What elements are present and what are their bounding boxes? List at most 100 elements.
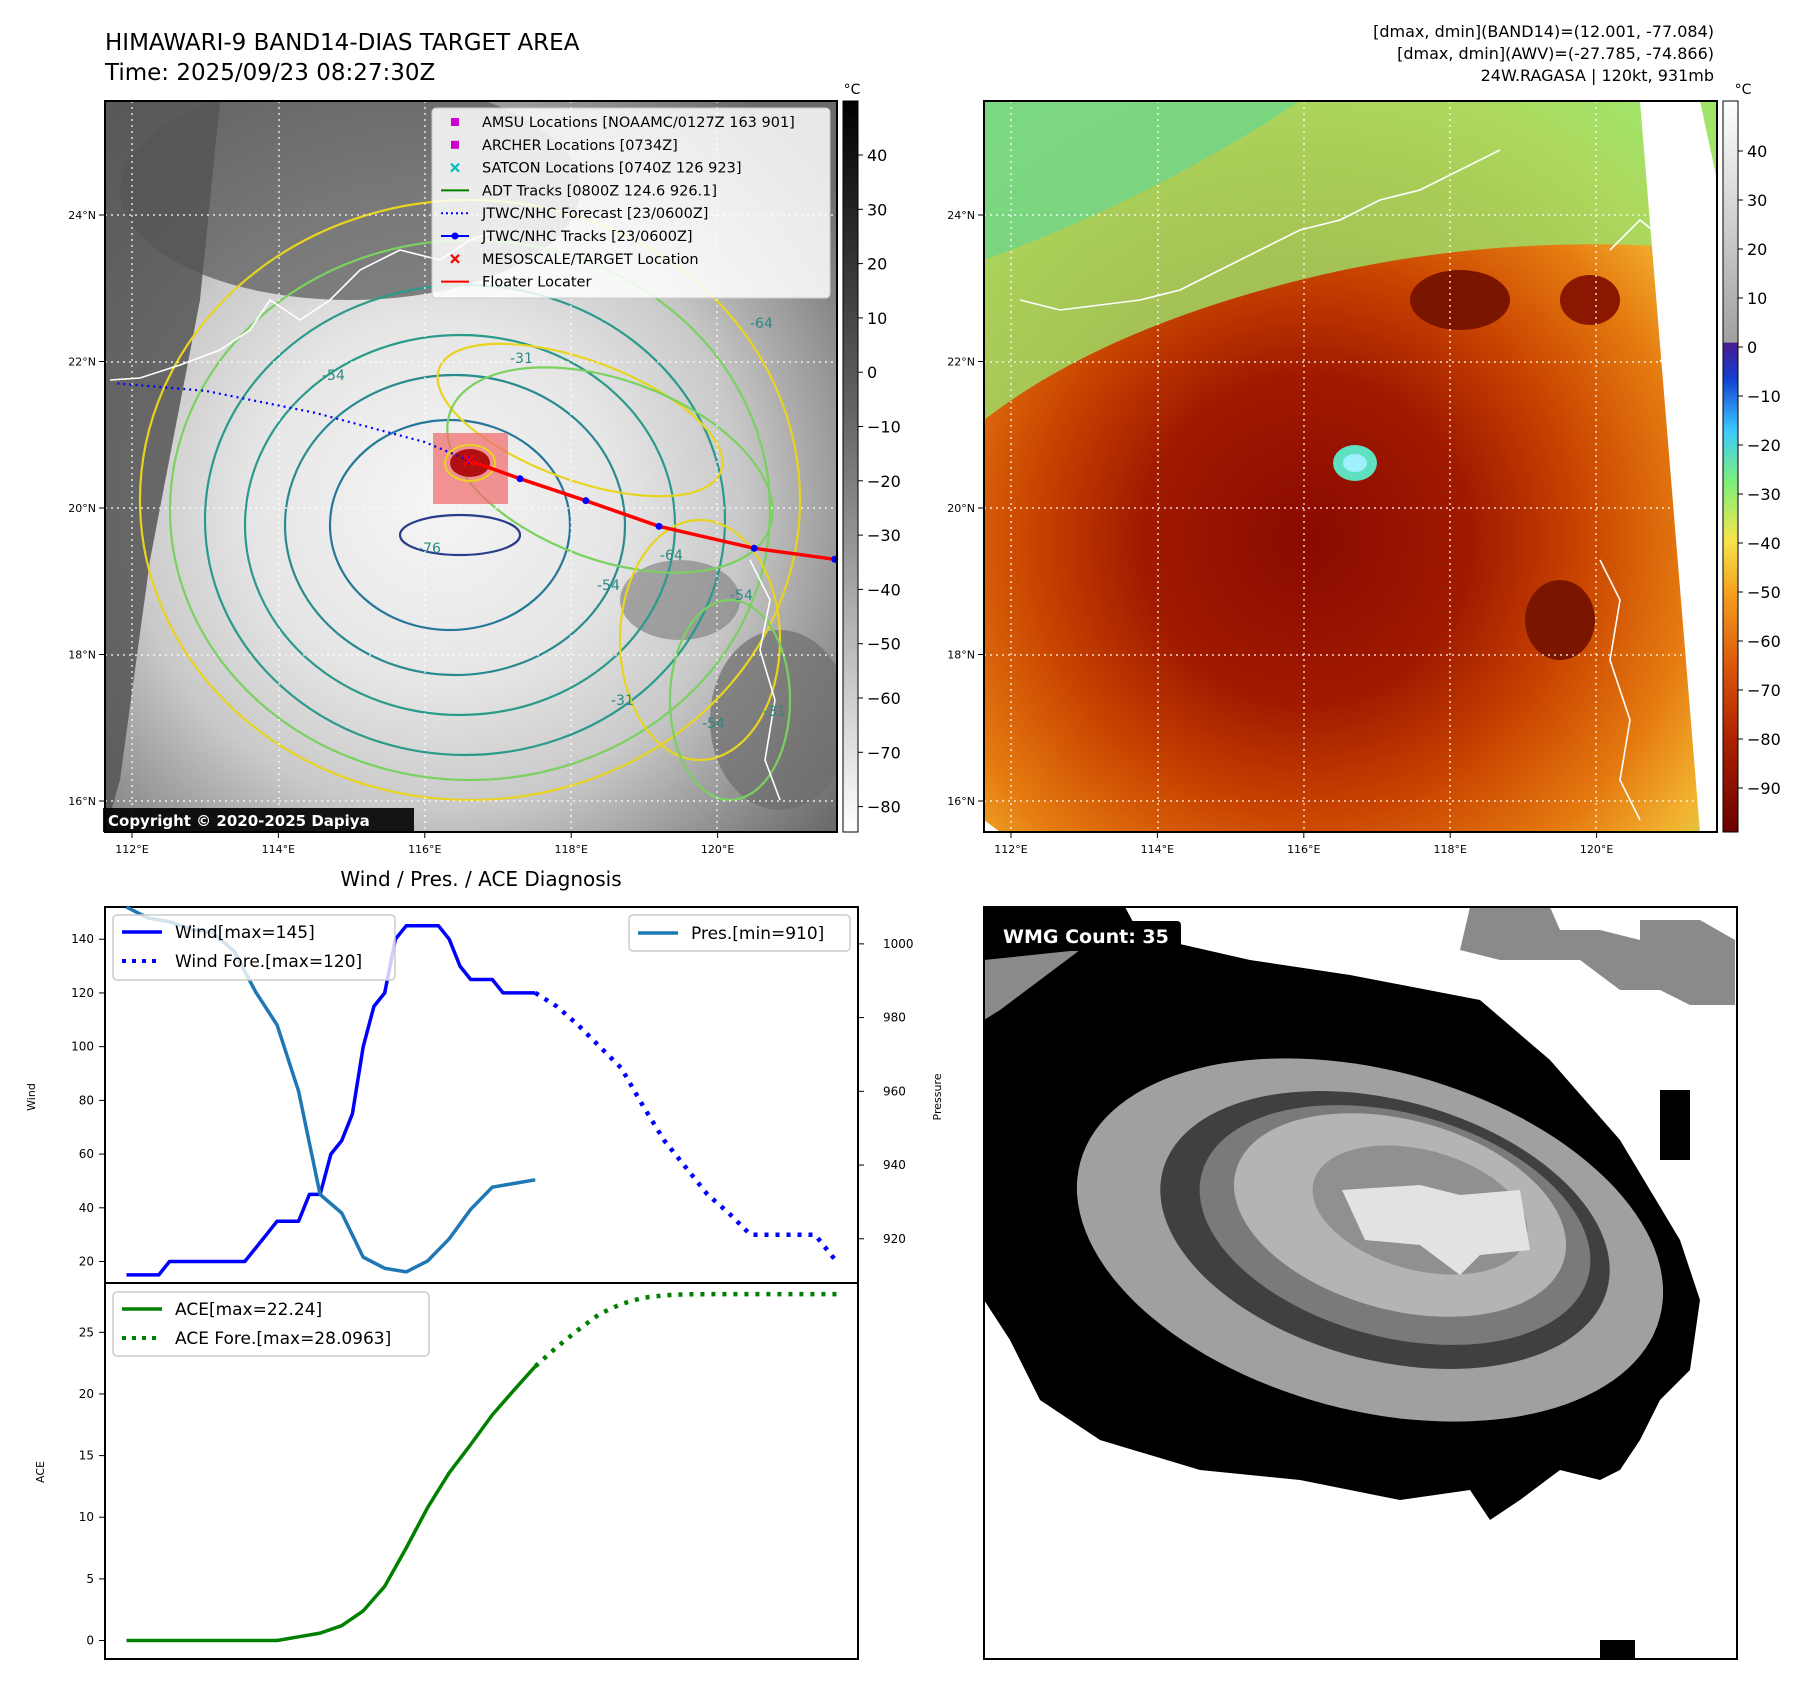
colorbar-tick-label: −70 [1747,681,1781,700]
lon-tick-label: 118°E [554,843,587,856]
legend-entry-label: Floater Locater [482,275,591,291]
axis-tick-label: 10 [79,1510,94,1524]
colorbar-tick-label: 30 [1747,191,1767,210]
awv-map-gridlines [984,101,1717,832]
contour-label: -54 [597,578,620,594]
colorbar-tick-label: −70 [867,743,901,762]
legend-entry-label: ADT Tracks [0800Z 124.6 926.1] [482,183,717,199]
lon-tick-label: 116°E [1287,843,1320,856]
colorbar-tick-label: −20 [867,472,901,491]
colorbar-tick-label: 20 [867,255,887,274]
diagnosis-panel: Wind / Pres. / ACE Diagnosis 14012010080… [25,867,944,1660]
lon-tick-label: 112°E [115,843,148,856]
lat-tick-label: 16°N [947,795,975,808]
axis-tick-label: 980 [883,1011,906,1025]
colorbar-tick-label: −40 [867,580,901,599]
awv-map-frame [983,100,1718,833]
colorbar-tick-label: 40 [1747,142,1767,161]
legend-entry-label: JTWC/NHC Forecast [23/0600Z] [481,206,708,222]
axis-tick-label: 25 [79,1325,94,1339]
axis-tick-label: 120 [71,986,94,1000]
contour-label: -54 [702,716,725,732]
lon-tick-label: 114°E [1141,843,1174,856]
diagnosis-title: Wind / Pres. / ACE Diagnosis [340,867,621,891]
lat-tick-label: 18°N [68,649,96,662]
ace-legend: ACE[max=22.24] ACE Fore.[max=28.0963] [112,1291,430,1357]
storm-track-layer [117,382,839,563]
ace-series [126,1291,837,1643]
axis-tick-label: 960 [883,1084,906,1098]
lat-tick-label: 16°N [68,795,96,808]
wmg-count-badge: WMG Count: 35 [995,921,1181,951]
lon-tick-label: 116°E [408,843,441,856]
pressure-axis-label: Pressure [931,1073,944,1120]
contour-label: -76 [418,541,441,557]
contour-label: -64 [750,316,773,332]
legend-marker-x [450,254,460,264]
lat-tick-label: 18°N [947,649,975,662]
lon-tick-label: 120°E [701,843,734,856]
axis-tick-label: 20 [79,1255,94,1269]
ir-map-lon-ticks: 112°E 114°E 116°E 118°E 120°E [115,832,734,856]
lat-tick-label: 24°N [947,209,975,222]
wmg-frame [983,906,1738,1660]
awv-map-panel: 112°E 114°E 116°E 118°E 120°E 24°N 22°N 20°N 18… [947,82,1781,856]
ir-map-panel: -54 -31 -64 -76 -54 -31 -54 -64 -31 -54 Copyright… [68,82,901,856]
lon-tick-label: 120°E [1580,843,1613,856]
legend-marker-square [451,118,459,126]
legend-entry-label: AMSU Locations [NOAAMC/0127Z 163 901] [482,115,795,131]
lat-tick-label: 20°N [947,502,975,515]
awv-imagery [984,101,1717,832]
axis-tick-label: 140 [71,932,94,946]
wind-legend: Wind[max=145] Wind Fore.[max=120] [112,914,396,981]
contour-label: -31 [763,704,786,720]
lon-tick-label: 112°E [994,843,1027,856]
jtwc-track-point [582,497,590,505]
figure-time: Time: 2025/09/23 08:27:30Z [104,60,435,86]
ir-map-legend: AMSU Locations [NOAAMC/0127Z 163 901] ARC… [431,107,831,299]
wmg-panel: WMG Count: 35 [983,906,1738,1660]
lon-tick-label: 118°E [1433,843,1466,856]
legend-marker-square [451,140,459,149]
colorbar-tick-label: −50 [867,635,901,654]
axis-tick-label: 40 [79,1201,94,1215]
info-line-storm: 24W.RAGASA | 120kt, 931mb [1481,66,1714,85]
target-location-marker [462,454,475,467]
ir-colorbar-ticks: 40 30 20 10 0 −10 −20 −30 −40 −50 −60 −70 −80 [858,146,901,817]
awv-colorbar: °C 40 30 20 10 0 −10 −20 −30 −40 −50 −60 −70 −80 −90 [1722,82,1781,833]
colorbar-tick-label: 10 [1747,289,1767,308]
legend-marker-dot [451,232,459,240]
colorbar-tick-label: −80 [867,798,901,817]
axis-tick-label: 20 [79,1387,94,1401]
contour-label: -31 [510,351,533,367]
colorbar-tick-label: −10 [867,418,901,437]
jtwc-track-point [655,522,663,530]
colorbar-tick-label: 0 [1747,338,1757,357]
jtwc-track-point [750,544,758,552]
ace-chart: 25 20 15 10 5 0 ACE ACE[max=22.24] ACE Fore.[… [34,1282,859,1660]
legend-entry-label: SATCON Locations [0740Z 126 923] [482,161,741,177]
legend-ace-label: ACE[max=22.24] [175,1300,322,1320]
colorbar-tick-label: 10 [867,309,887,328]
colorbar-tick-label: −90 [1747,779,1781,798]
axis-tick-label: 5 [86,1572,94,1586]
wmg-count-label: WMG Count: 35 [1003,926,1169,948]
ir-map-lat-ticks: 24°N 22°N 20°N 18°N 16°N [68,209,105,808]
colorbar-tick-label: −60 [867,689,901,708]
ace-line [126,1365,537,1643]
pressure-axis-ticks: 1000 980 960 940 920 [858,937,914,1246]
axis-tick-label: 1000 [883,937,914,951]
legend-wind-label: Wind[max=145] [175,923,315,943]
contour-label: -64 [660,548,683,564]
wind-forecast-line [534,990,839,1263]
contour-label: -54 [322,368,345,384]
axis-tick-label: 100 [71,1040,94,1054]
colorbar-tick-label: 0 [867,363,877,382]
figure-title: HIMAWARI-9 BAND14-DIAS TARGET AREA [105,30,580,56]
legend-marker-x [450,162,460,173]
colorbar-tick-label: −10 [1747,387,1781,406]
colorbar-tick-label: −20 [1747,436,1781,455]
lat-tick-label: 22°N [947,356,975,369]
legend-pres-label: Pres.[min=910] [691,924,824,944]
